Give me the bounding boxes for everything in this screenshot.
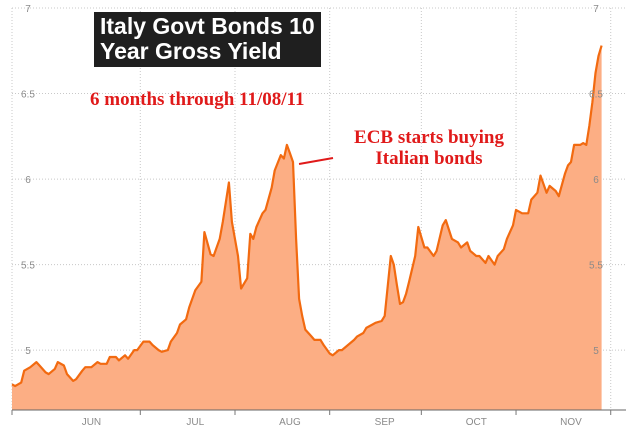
y-tick-label-right: 5.5 [589,261,603,272]
title-line-2: Year Gross Yield [100,38,282,64]
x-ticks: JUN JUL AUG SEP OCT NOV [11,410,612,428]
annotation-line-1: ECB starts buying [354,127,504,148]
yield-area [12,45,602,410]
x-tick-label: NOV [560,417,582,428]
y-ticks-left: 5 5.5 6 6.5 7 [21,4,35,357]
y-ticks-right: 5 5.5 6 6.5 7 [589,4,603,357]
y-tick-label: 6.5 [21,90,35,101]
ecb-annotation: ECB starts buying Italian bonds [324,127,534,169]
y-tick-label: 6 [25,175,31,186]
title-line-1: Italy Govt Bonds 10 [100,13,315,39]
yield-line [11,45,603,388]
y-tick-label: 5.5 [21,261,35,272]
y-tick-label-right: 6.5 [589,90,603,101]
y-tick-label: 7 [25,4,31,15]
x-tick-label: SEP [375,417,395,428]
y-tick-label-right: 7 [593,4,599,15]
y-tick-label-right: 5 [593,346,599,357]
chart-title: Italy Govt Bonds 10 Year Gross Yield [94,12,321,67]
chart-subtitle: 6 months through 11/08/11 [90,89,305,110]
annotation-arrow [298,157,334,165]
y-tick-label-right: 6 [593,175,599,186]
x-tick-label: JUL [186,417,204,428]
y-tick-label: 5 [25,346,31,357]
x-tick-label: OCT [466,417,487,428]
x-tick-label: JUN [82,417,101,428]
annotation-line-2: Italian bonds [375,148,483,169]
x-tick-label: AUG [279,417,301,428]
